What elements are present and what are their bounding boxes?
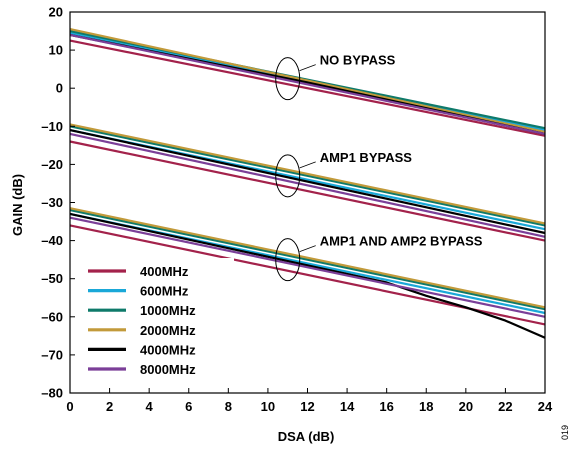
annotation-label-2: AMP1 AND AMP2 BYPASS bbox=[320, 234, 483, 249]
legend-label-8000mhz: 8000MHz bbox=[140, 362, 196, 377]
y-tick-label: –70 bbox=[41, 347, 63, 362]
series-line-1000mhz-8 bbox=[69, 125, 546, 227]
y-tick-label: –80 bbox=[41, 386, 63, 401]
y-tick-label: –10 bbox=[41, 119, 63, 134]
series-line-400mhz-0 bbox=[69, 39, 546, 137]
series-line-8000mhz-11 bbox=[69, 132, 546, 238]
y-tick-label: –50 bbox=[41, 271, 63, 286]
x-axis-label: DSA (dB) bbox=[278, 429, 335, 444]
y-tick-label: –40 bbox=[41, 233, 63, 248]
legend-label-600mhz: 600MHz bbox=[140, 284, 189, 299]
y-tick-label: –30 bbox=[41, 195, 63, 210]
annotation-leader-2 bbox=[299, 245, 316, 253]
y-tick-label: 10 bbox=[49, 43, 63, 58]
annotation-layer: NO BYPASS AMP1 BYPASS AMP1 AND AMP2 BYPASS bbox=[275, 53, 483, 282]
series-line-8000mhz-17 bbox=[69, 216, 546, 318]
x-tick-label: 8 bbox=[225, 399, 232, 414]
x-tick-label: 16 bbox=[379, 399, 393, 414]
y-tick-label: 20 bbox=[49, 5, 63, 20]
axis-layer: 0 2 4 6 8 10 12 14 16 18 20 22 2420100–10–20–30–40–5… bbox=[41, 5, 553, 415]
legend-background bbox=[82, 258, 234, 386]
series-layer bbox=[69, 28, 546, 339]
series-line-2000mhz-9 bbox=[69, 123, 546, 225]
annotation-ellipse-1 bbox=[275, 154, 301, 198]
x-tick-label: 18 bbox=[419, 399, 433, 414]
series-line-2000mhz-3 bbox=[69, 28, 546, 134]
x-tick-label: 14 bbox=[340, 399, 355, 414]
x-tick-label: 2 bbox=[106, 399, 113, 414]
y-axis-label: GAIN (dB) bbox=[10, 174, 25, 236]
legend-label-4000mhz: 4000MHz bbox=[140, 342, 196, 357]
legend-label-2000mhz: 2000MHz bbox=[140, 323, 196, 338]
figure-id: 019 bbox=[560, 425, 570, 440]
x-tick-label: 4 bbox=[146, 399, 154, 414]
x-tick-label: 20 bbox=[459, 399, 473, 414]
legend-layer: 400MHz 600MHz 1000MHz 2000MHz 4000MHz 8000MHz bbox=[82, 258, 234, 386]
x-tick-label: 22 bbox=[498, 399, 512, 414]
x-tick-label: 10 bbox=[261, 399, 275, 414]
series-line-400mhz-6 bbox=[69, 140, 546, 242]
series-line-8000mhz-5 bbox=[69, 33, 546, 135]
y-tick-label: –20 bbox=[41, 157, 63, 172]
annotation-ellipse-2 bbox=[275, 238, 301, 282]
series-line-4000mhz-16 bbox=[69, 212, 546, 339]
x-tick-label: 0 bbox=[66, 399, 73, 414]
annotation-label-1: AMP1 BYPASS bbox=[320, 150, 413, 165]
x-tick-label: 24 bbox=[538, 399, 553, 414]
x-tick-label: 6 bbox=[185, 399, 192, 414]
legend-label-400mhz: 400MHz bbox=[140, 264, 189, 279]
y-tick-label: 0 bbox=[56, 81, 63, 96]
annotation-label-0: NO BYPASS bbox=[320, 53, 396, 68]
annotation-ellipse-0 bbox=[275, 57, 301, 101]
legend-label-1000mhz: 1000MHz bbox=[140, 303, 196, 318]
annotation-leader-1 bbox=[299, 161, 316, 169]
annotation-leader-0 bbox=[299, 64, 316, 72]
series-line-1000mhz-14 bbox=[69, 209, 546, 311]
x-tick-label: 12 bbox=[300, 399, 314, 414]
series-line-2000mhz-15 bbox=[69, 207, 546, 309]
y-tick-label: –60 bbox=[41, 309, 63, 324]
series-line-4000mhz-10 bbox=[69, 129, 546, 235]
